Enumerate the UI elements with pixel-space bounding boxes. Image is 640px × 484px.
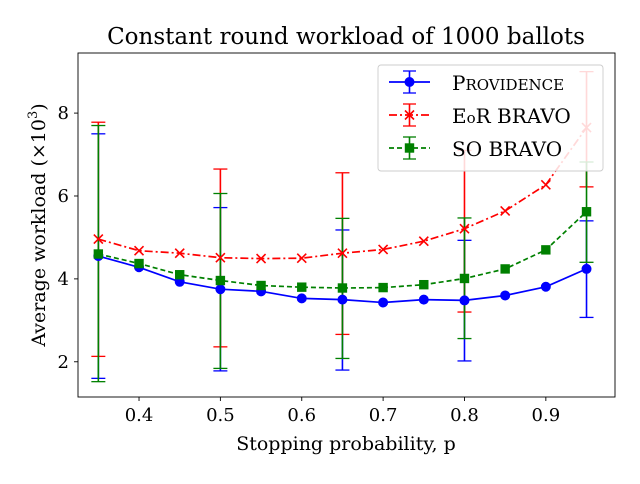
legend-label-providence-first: P: [452, 71, 465, 95]
data-point-so-bravo: [175, 270, 185, 280]
data-point-eor-bravo: [540, 179, 551, 190]
legend-label-providence: PROVIDENCE: [452, 71, 564, 95]
data-point-so-bravo: [459, 273, 470, 284]
data-point-eor-bravo: [500, 205, 511, 216]
legend-label-providence-rest: ROVIDENCE: [465, 76, 564, 94]
legend-label-so-bravo: SO BRAVO: [452, 137, 562, 161]
data-point-eor-bravo-stroke: [215, 252, 226, 263]
data-point-eor-bravo: [256, 253, 267, 264]
data-point-eor-bravo: [174, 248, 185, 259]
data-point-eor-bravo: [337, 248, 348, 259]
data-point-eor-bravo-stroke: [378, 244, 389, 255]
y-tick-label: 6: [58, 186, 69, 207]
data-point-eor-bravo: [215, 252, 226, 263]
legend-marker: [404, 143, 415, 153]
axis-ticks: 0.4 0.5 0.6 0.7 0.8 0.9 2 4 6 8: [58, 103, 561, 426]
y-tick-label: 2: [58, 352, 69, 373]
legend-marker: [404, 77, 415, 87]
data-point-eor-bravo: [296, 253, 307, 264]
data-point-providence: [296, 293, 307, 304]
data-point-eor-bravo-stroke: [256, 253, 267, 264]
data-point-providence: [418, 294, 429, 305]
data-point-so-bravo: [378, 282, 388, 293]
y-axis-label-suffix: ): [28, 103, 50, 110]
legend-marker: [404, 109, 415, 121]
data-point-providence: [540, 281, 551, 292]
legend-label-eor-e: E: [452, 104, 467, 128]
x-tick-label: 0.6: [287, 405, 316, 426]
data-point-providence: [215, 284, 226, 295]
x-tick-label: 0.9: [532, 405, 561, 426]
data-point-eor-bravo-stroke: [500, 205, 511, 216]
x-tick-label: 0.5: [206, 405, 235, 426]
y-tick-label: 4: [58, 269, 69, 290]
data-point-so-bravo: [541, 245, 551, 255]
data-point-so-bravo: [581, 207, 592, 217]
y-axis-label: Average workload (×103): [26, 103, 50, 347]
data-point-providence: [459, 295, 470, 306]
data-point-so-bravo: [134, 258, 144, 269]
legend-symbol-providence: [389, 70, 430, 94]
data-point-so-bravo: [297, 282, 307, 292]
legend-box: [377, 64, 604, 172]
data-point-eor-bravo: [378, 244, 389, 255]
legend-label-eor-rest: R BRAVO: [476, 104, 571, 128]
y-tick-label: 8: [58, 103, 69, 124]
legend-symbol-so-bravo: [389, 136, 430, 160]
data-point-providence: [378, 297, 389, 308]
legend-label-eor-o: o: [467, 109, 476, 127]
data-point-providence: [337, 294, 348, 305]
plot-frame: [77, 52, 616, 398]
x-tick-label: 0.8: [450, 405, 479, 426]
data-point-eor-bravo-stroke: [296, 253, 307, 264]
data-point-eor-bravo-stroke: [93, 234, 104, 245]
y-axis-label-prefix: Average workload (×10: [28, 119, 50, 348]
data-point-eor-bravo-stroke: [337, 248, 348, 259]
legend-symbol-eor-bravo: [389, 103, 430, 127]
data-point-eor-bravo: [93, 234, 104, 245]
data-point-eor-bravo: [459, 223, 470, 234]
data-point-eor-bravo: [418, 236, 429, 247]
y-axis-label-exponent: 3: [26, 111, 41, 119]
data-point-providence: [500, 290, 511, 301]
data-point-eor-bravo-stroke: [418, 236, 429, 247]
data-point-so-bravo: [500, 264, 510, 274]
data-point-so-bravo: [419, 279, 429, 290]
data-point-so-bravo: [337, 283, 348, 293]
data-point-eor-bravo: [133, 245, 145, 256]
data-point-eor-bravo-stroke: [459, 223, 470, 234]
data-point-so-bravo: [256, 280, 266, 291]
data-point-so-bravo: [215, 275, 226, 286]
legend: PROVIDENCE EoR BRAVO SO BRAVO: [377, 64, 604, 172]
legend-label-eor-bravo: EoR BRAVO: [452, 104, 571, 128]
data-point-eor-bravo-stroke: [174, 248, 185, 259]
data-point-eor-bravo-stroke: [540, 179, 551, 190]
data-point-so-bravo: [93, 249, 104, 259]
legend-marker-stroke: [404, 109, 415, 121]
series-markers: [93, 122, 592, 308]
x-tick-label: 0.4: [125, 405, 154, 426]
data-point-eor-bravo-stroke: [133, 245, 145, 256]
x-tick-label: 0.7: [369, 405, 398, 426]
data-point-providence: [581, 263, 592, 274]
x-axis-label: Stopping probability, p: [236, 433, 456, 455]
chart-title: Constant round workload of 1000 ballots: [107, 24, 585, 50]
